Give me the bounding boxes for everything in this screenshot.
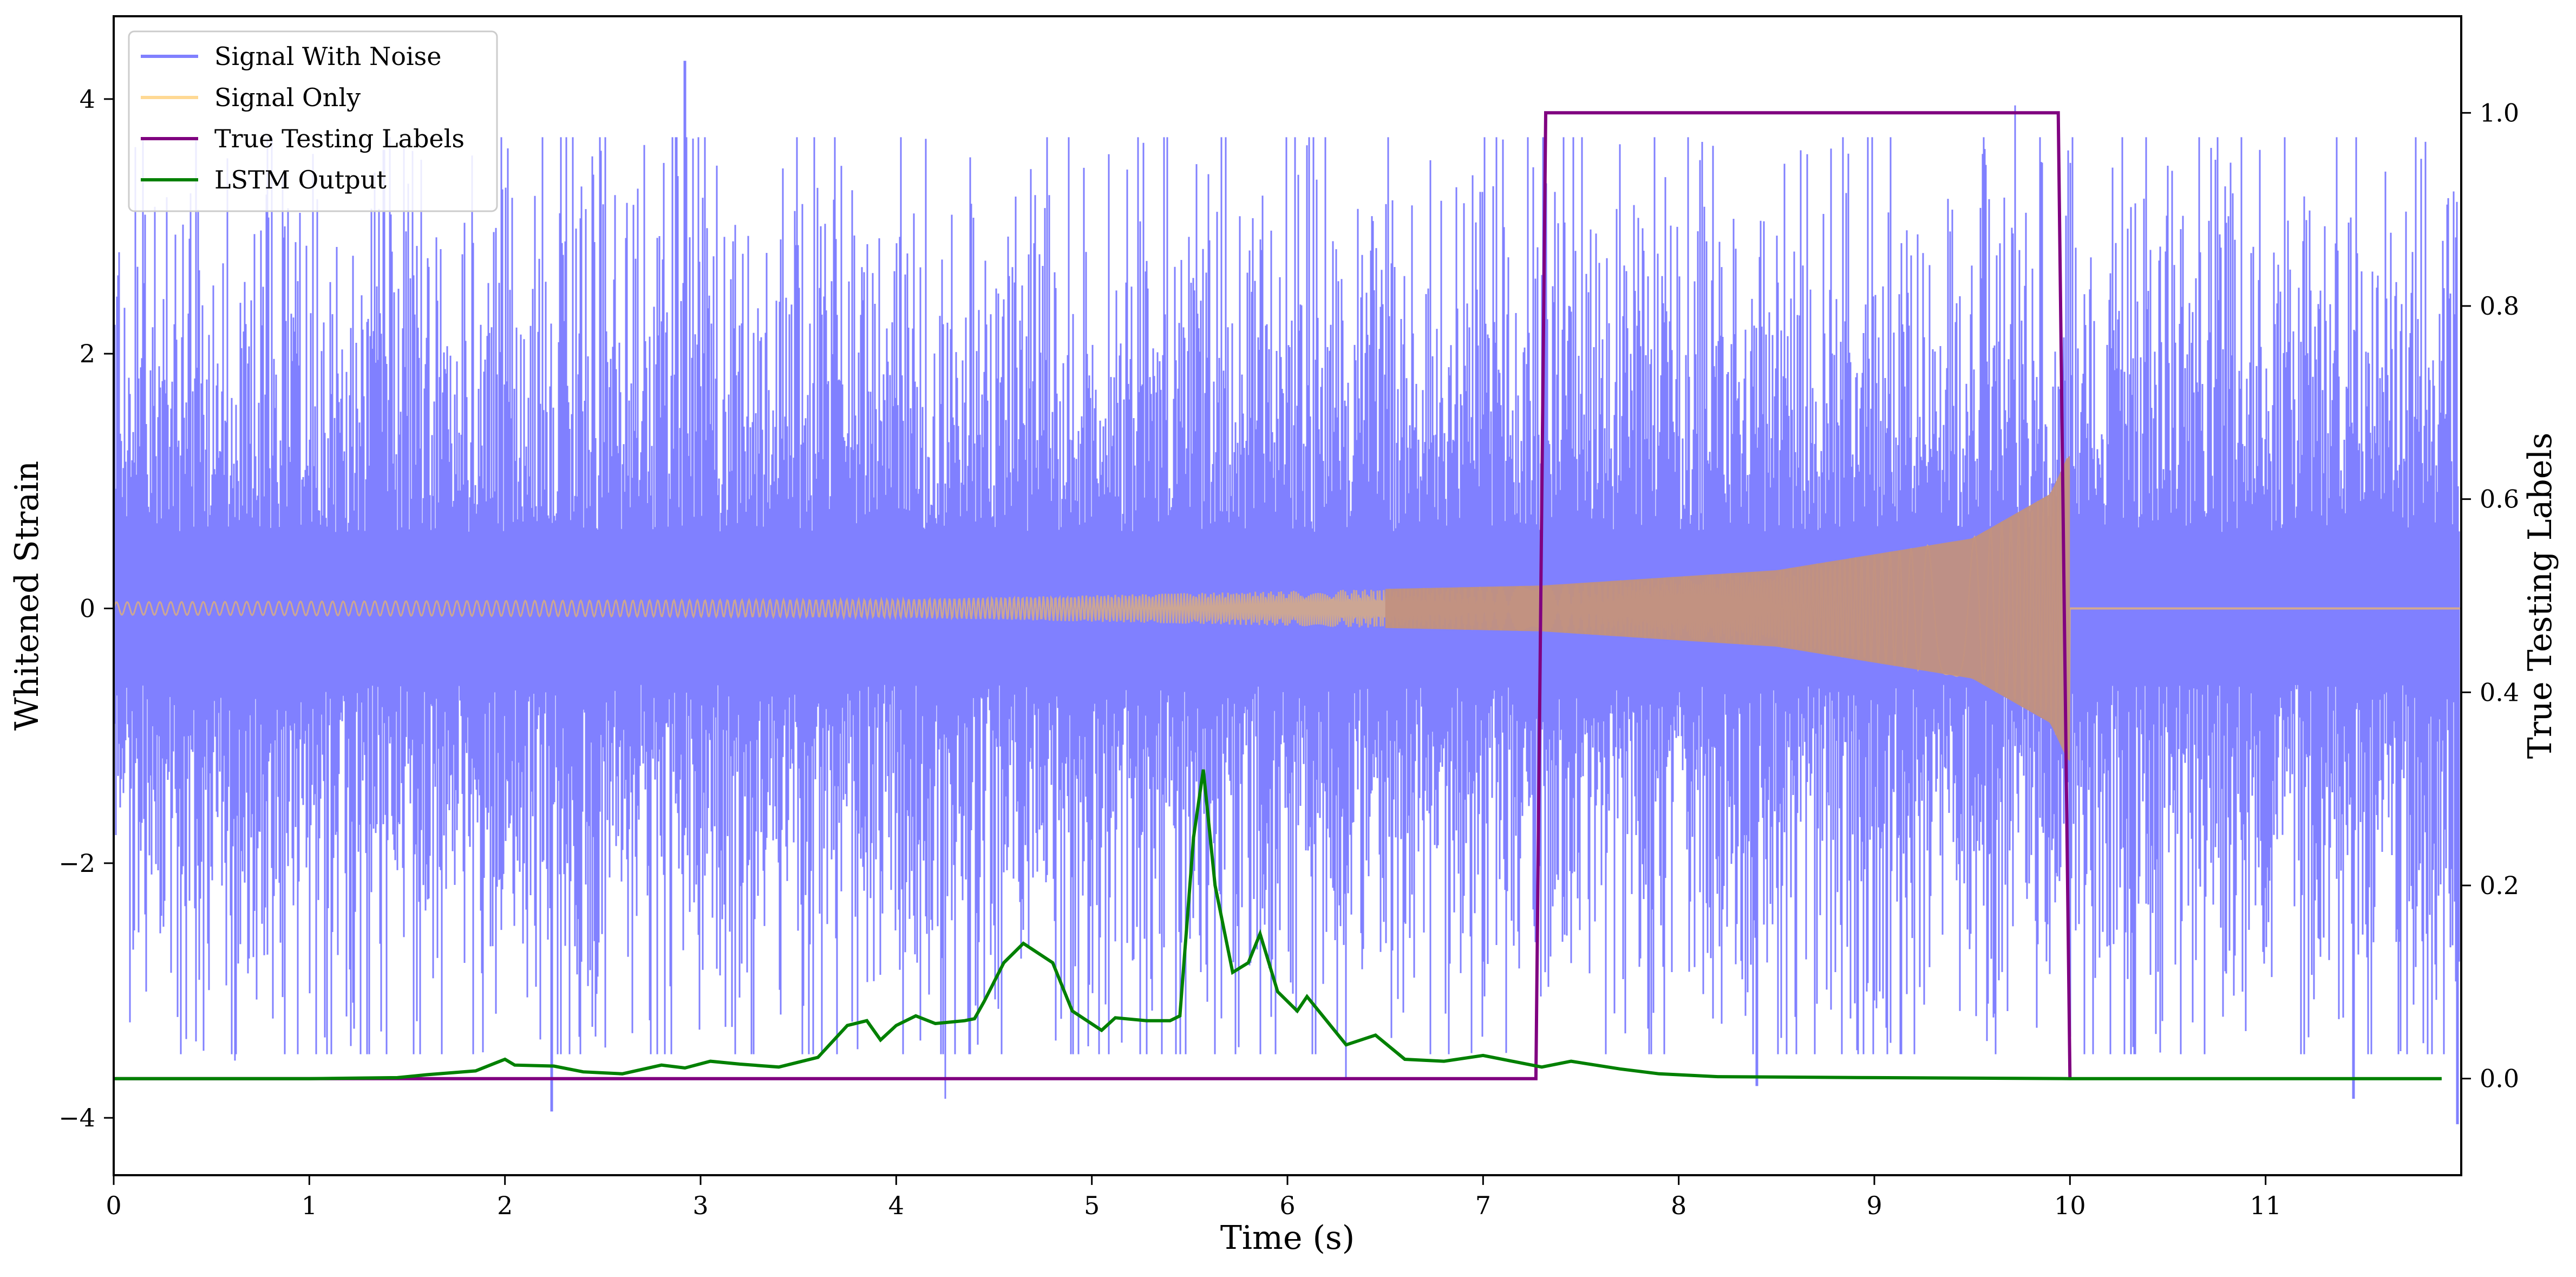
x-tick-label: 1 [302, 1191, 317, 1220]
y2-axis-label: True Testing Labels [2521, 433, 2559, 759]
legend-label: Signal With Noise [214, 42, 441, 71]
x-tick-label: 4 [888, 1191, 904, 1220]
series-signal-only-envelope [1385, 455, 2070, 761]
y2-tick-label: 0.6 [2480, 485, 2519, 514]
x-tick-label: 2 [497, 1191, 513, 1220]
y-tick-label: −2 [58, 849, 95, 878]
y2-tick-label: 0.8 [2480, 291, 2519, 321]
x-tick-label: 0 [106, 1191, 121, 1220]
legend-box [128, 30, 498, 212]
x-tick-label: 10 [2054, 1191, 2086, 1220]
y2-tick-label: 0.2 [2480, 871, 2519, 900]
series-true-testing-labels-line [114, 111, 2072, 1080]
legend-label: Signal Only [214, 83, 361, 112]
x-tick-label: 11 [2250, 1191, 2281, 1220]
x-tick-label: 6 [1279, 1191, 1295, 1220]
y-tick-label: −4 [58, 1103, 95, 1132]
y2-tick-label: 0.4 [2480, 677, 2519, 707]
y-axis-label: Whitened Strain [8, 461, 46, 731]
y2-tick-label: 0.0 [2480, 1064, 2519, 1093]
x-tick-label: 7 [1475, 1191, 1491, 1220]
y-tick-label: 0 [80, 594, 95, 623]
x-tick-label: 5 [1084, 1191, 1100, 1220]
x-tick-label: 8 [1671, 1191, 1686, 1220]
legend-label: True Testing Labels [214, 124, 465, 153]
legend: Signal With Noise Signal Only True Testing… [128, 30, 498, 212]
y-tick-label: 2 [80, 339, 95, 368]
series-signal-only [114, 455, 2461, 761]
series-lstm-output-line [114, 769, 2442, 1080]
x-tick-label: 9 [1866, 1191, 1882, 1220]
x-tick-label: 3 [692, 1191, 708, 1220]
x-axis-label: Time (s) [1220, 1219, 1355, 1257]
ticks: 0 1 2 3 4 5 6 7 8 9 10 11 −4 −2 0 2 4 0.0 0.2 0.4 0.6 0.8 1.0 [58, 84, 2519, 1220]
legend-label: LSTM Output [214, 165, 387, 194]
y-tick-label: 4 [80, 84, 95, 114]
y2-tick-label: 1.0 [2480, 98, 2519, 127]
plot-area [114, 61, 2461, 1124]
